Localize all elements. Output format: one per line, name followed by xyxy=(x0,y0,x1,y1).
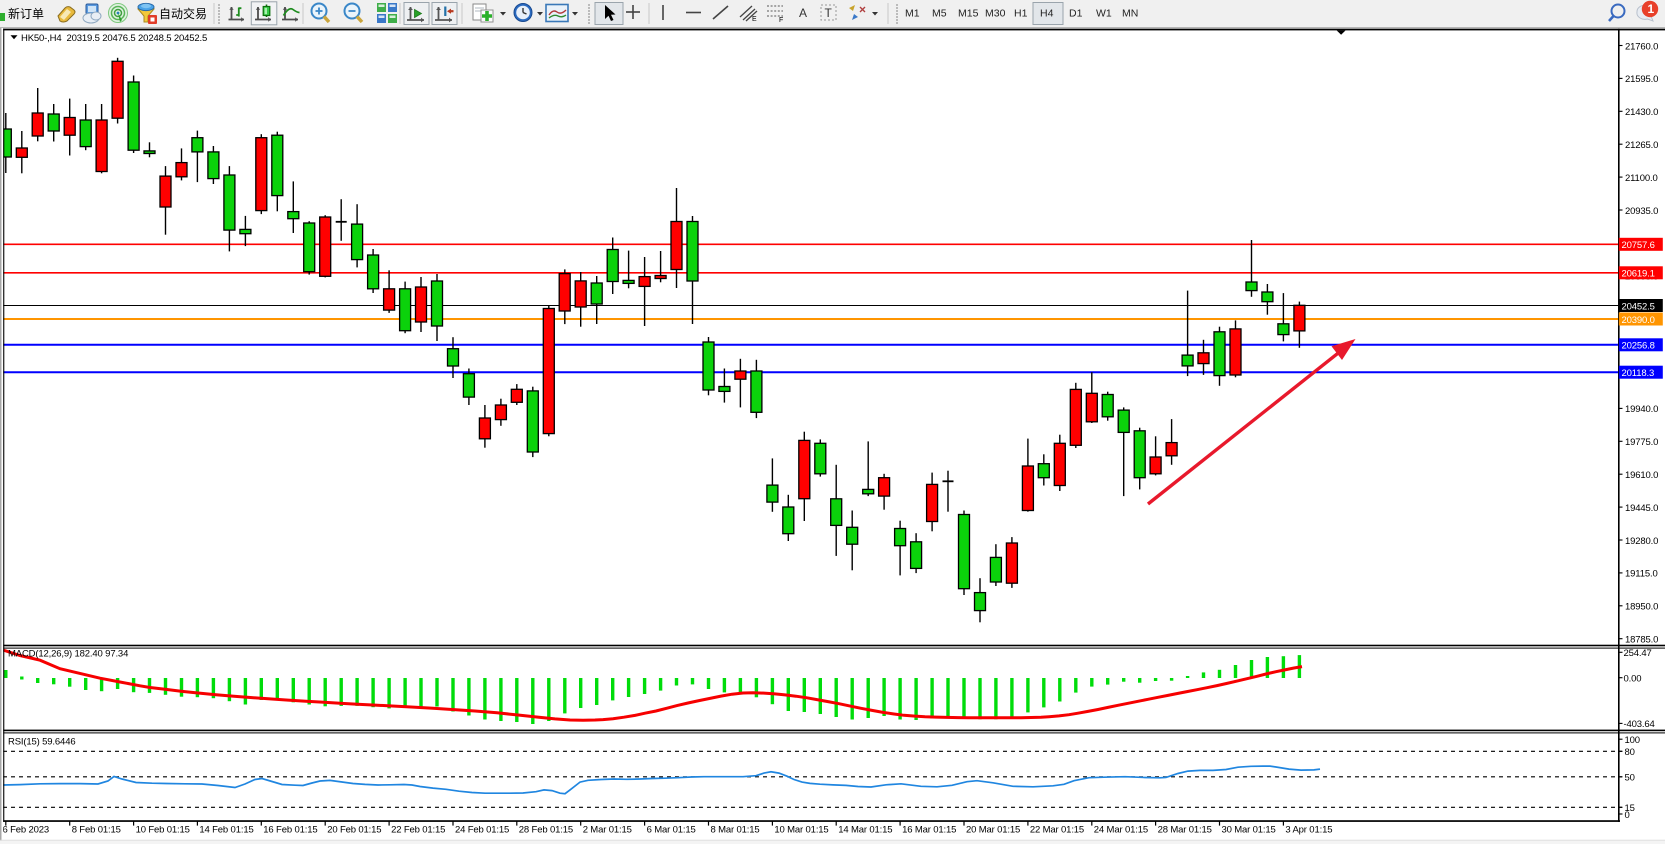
svg-text:8 Mar 01:15: 8 Mar 01:15 xyxy=(711,824,760,835)
svg-text:A: A xyxy=(799,6,807,20)
svg-text:HK50-,H4 20319.5 20476.5 2024: HK50-,H4 20319.5 20476.5 20248.5 20452.5 xyxy=(21,33,207,44)
svg-text:18950.0: 18950.0 xyxy=(1625,602,1658,613)
svg-text:19940.0: 19940.0 xyxy=(1625,404,1658,415)
svg-text:6 Feb 2023: 6 Feb 2023 xyxy=(3,824,50,835)
svg-text:20619.1: 20619.1 xyxy=(1622,269,1655,280)
svg-text:20 Feb 01:15: 20 Feb 01:15 xyxy=(327,824,381,835)
svg-text:18785.0: 18785.0 xyxy=(1625,635,1658,646)
svg-text:50: 50 xyxy=(1625,773,1635,784)
svg-text:H1: H1 xyxy=(1014,8,1028,20)
svg-text:0: 0 xyxy=(1625,810,1630,821)
svg-text:M5: M5 xyxy=(932,8,947,20)
svg-text:254.47: 254.47 xyxy=(1624,648,1652,659)
svg-text:80: 80 xyxy=(1625,747,1635,758)
svg-text:19115.0: 19115.0 xyxy=(1625,569,1658,580)
svg-text:20 Mar 01:15: 20 Mar 01:15 xyxy=(966,824,1020,835)
svg-text:M30: M30 xyxy=(985,8,1006,20)
svg-text:21100.0: 21100.0 xyxy=(1625,173,1658,184)
svg-text:1: 1 xyxy=(1648,2,1655,16)
svg-text:3 Apr 01:15: 3 Apr 01:15 xyxy=(1285,824,1332,835)
svg-text:自动交易: 自动交易 xyxy=(159,6,207,21)
svg-text:16 Mar 01:15: 16 Mar 01:15 xyxy=(902,824,956,835)
svg-text:10 Mar 01:15: 10 Mar 01:15 xyxy=(774,824,828,835)
svg-text:W1: W1 xyxy=(1096,8,1112,20)
svg-text:20256.8: 20256.8 xyxy=(1622,341,1655,352)
svg-text:D1: D1 xyxy=(1069,8,1083,20)
svg-text:24 Mar 01:15: 24 Mar 01:15 xyxy=(1094,824,1148,835)
svg-text:24 Feb 01:15: 24 Feb 01:15 xyxy=(455,824,509,835)
svg-text:19775.0: 19775.0 xyxy=(1625,437,1658,448)
svg-text:10 Feb 01:15: 10 Feb 01:15 xyxy=(136,824,190,835)
svg-text:20118.3: 20118.3 xyxy=(1622,368,1655,379)
svg-text:M1: M1 xyxy=(905,8,920,20)
svg-text:2 Mar 01:15: 2 Mar 01:15 xyxy=(583,824,632,835)
svg-text:MN: MN xyxy=(1122,8,1138,20)
svg-text:T: T xyxy=(825,6,833,20)
svg-text:8 Feb 01:15: 8 Feb 01:15 xyxy=(72,824,121,835)
svg-text:14 Feb 01:15: 14 Feb 01:15 xyxy=(199,824,253,835)
svg-text:28 Feb 01:15: 28 Feb 01:15 xyxy=(519,824,573,835)
svg-text:F: F xyxy=(779,17,783,24)
svg-text:21430.0: 21430.0 xyxy=(1625,107,1658,118)
svg-text:22 Mar 01:15: 22 Mar 01:15 xyxy=(1030,824,1084,835)
svg-text:M15: M15 xyxy=(958,8,979,20)
svg-text:H4: H4 xyxy=(1040,8,1054,20)
svg-text:0.00: 0.00 xyxy=(1624,674,1642,685)
svg-text:30 Mar 01:15: 30 Mar 01:15 xyxy=(1222,824,1276,835)
svg-text:新订单: 新订单 xyxy=(8,6,44,21)
svg-text:MACD(12,26,9) 182.40 97.34: MACD(12,26,9) 182.40 97.34 xyxy=(8,649,128,660)
svg-text:14 Mar 01:15: 14 Mar 01:15 xyxy=(838,824,892,835)
svg-text:-403.64: -403.64 xyxy=(1624,719,1655,730)
svg-text:21595.0: 21595.0 xyxy=(1625,74,1658,85)
svg-text:28 Mar 01:15: 28 Mar 01:15 xyxy=(1158,824,1212,835)
svg-text:E: E xyxy=(752,16,757,23)
svg-text:19445.0: 19445.0 xyxy=(1625,503,1658,514)
svg-text:16 Feb 01:15: 16 Feb 01:15 xyxy=(263,824,317,835)
svg-text:19280.0: 19280.0 xyxy=(1625,536,1658,547)
svg-text:20390.0: 20390.0 xyxy=(1622,315,1655,326)
svg-text:20757.6: 20757.6 xyxy=(1622,240,1655,251)
svg-text:22 Feb 01:15: 22 Feb 01:15 xyxy=(391,824,445,835)
svg-text:6 Mar 01:15: 6 Mar 01:15 xyxy=(647,824,696,835)
svg-text:21265.0: 21265.0 xyxy=(1625,140,1658,151)
svg-text:20452.5: 20452.5 xyxy=(1622,301,1655,312)
svg-text:19610.0: 19610.0 xyxy=(1625,470,1658,481)
svg-text:20935.0: 20935.0 xyxy=(1625,206,1658,217)
svg-text:21760.0: 21760.0 xyxy=(1625,41,1658,52)
svg-text:15: 15 xyxy=(1625,803,1635,814)
svg-text:100: 100 xyxy=(1625,735,1640,746)
svg-text:RSI(15) 59.6446: RSI(15) 59.6446 xyxy=(8,737,75,748)
